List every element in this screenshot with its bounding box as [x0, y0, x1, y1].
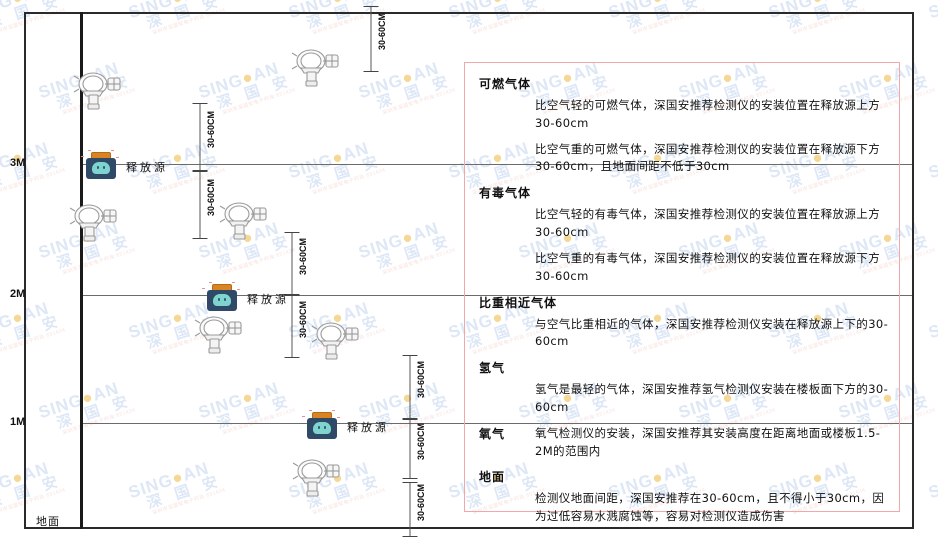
axis-label-3m: 3M	[10, 157, 26, 169]
ground-label: 地面	[36, 515, 60, 528]
dimension-label: 30-60CM	[206, 179, 216, 217]
axis-label-2m: 2M	[10, 288, 26, 300]
level-line-3m	[80, 164, 912, 165]
dimension-label: 30-60CM	[377, 13, 387, 51]
gas-detector-icon	[68, 200, 120, 249]
panel-paragraph: 检测仪地面间距，深国安推荐在30-60cm，且不得小于30cm，因为过低容易水溅…	[535, 491, 885, 524]
panel-section-title: 有毒气体	[479, 186, 532, 201]
gas-detector-icon	[218, 198, 270, 247]
dimension-label: 30-60CM	[416, 361, 426, 399]
panel-section: 地面检测仪地面间距，深国安推荐在30-60cm，且不得小于30cm，因为过低容易…	[479, 468, 889, 526]
release-source-icon	[81, 150, 119, 179]
gas-detector-icon	[290, 45, 342, 94]
panel-paragraph: 与空气比重相近的气体，深国安推荐检测仪安装在释放源上下的30-60cm	[535, 316, 889, 349]
panel-section: 有毒气体 比空气轻的有毒气体，深国安推荐检测仪的安装位置在释放源上方30-60cm…	[479, 184, 889, 285]
gas-detector-icon	[72, 68, 124, 117]
info-panel: 可燃气体 比空气轻的可燃气体，深国安推荐检测仪的安装位置在释放源上方30-60cm…	[464, 62, 900, 523]
gas-detector-icon	[193, 312, 245, 361]
gas-detector-icon	[310, 318, 362, 367]
vertical-axis	[80, 12, 83, 529]
gas-detector-icon	[291, 455, 343, 504]
info-panel-content: 可燃气体 比空气轻的可燃气体，深国安推荐检测仪的安装位置在释放源上方30-60cm…	[465, 63, 899, 523]
dimension-marker	[284, 295, 300, 358]
panel-paragraph: 比空气重的有毒气体，深国安推荐检测仪的安装位置在释放源下方30-60cm	[535, 250, 881, 283]
axis-label-1m: 1M	[10, 416, 26, 428]
diagram-frame	[24, 12, 914, 529]
level-line-2m	[80, 295, 912, 296]
dimension-marker	[192, 171, 208, 239]
panel-paragraph: 比空气重的可燃气体，深国安推荐检测仪的安装位置在释放源下方30-60cm，且地面…	[535, 141, 881, 174]
level-line-1m	[80, 423, 912, 424]
panel-section-title: 氢气	[479, 361, 506, 376]
panel-section-title: 可燃气体	[479, 77, 532, 91]
panel-section: 氧气 氧气检测仪的安装，深国安推荐其安装高度在距离地面或楼板1.5-2M的范围内	[479, 425, 889, 469]
dimension-marker	[402, 419, 418, 479]
panel-section: 比重相近气体与空气比重相近的气体，深国安推荐检测仪安装在释放源上下的30-60c…	[479, 294, 889, 352]
release-source-label: 释放源	[126, 161, 168, 174]
dimension-marker	[402, 482, 418, 537]
release-source-label: 释放源	[347, 421, 389, 434]
release-source-label: 释放源	[247, 293, 289, 306]
dimension-marker	[402, 355, 418, 419]
panel-section: 可燃气体 比空气轻的可燃气体，深国安推荐检测仪的安装位置在释放源上方30-60cm…	[479, 75, 889, 176]
panel-paragraph: 氧气检测仪的安装，深国安推荐其安装高度在距离地面或楼板1.5-2M的范围内	[535, 425, 881, 458]
dimension-label: 30-60CM	[416, 483, 426, 521]
dimension-marker	[284, 232, 300, 295]
panel-section: 氢气氢气是最轻的气体，深国安推荐氢气检测仪安装在楼板面下方的30-60cm	[479, 359, 889, 417]
panel-paragraph: 氢气是最轻的气体，深国安推荐氢气检测仪安装在楼板面下方的30-60cm	[535, 382, 889, 414]
panel-section-title: 地面	[479, 470, 506, 485]
release-source-icon	[202, 282, 240, 311]
dimension-marker	[192, 103, 208, 171]
dimension-marker	[363, 6, 379, 72]
dimension-label: 30-60CM	[416, 423, 426, 461]
panel-paragraph: 比空气轻的可燃气体，深国安推荐检测仪的安装位置在释放源上方30-60cm	[535, 98, 881, 130]
panel-section-title: 比重相近气体	[479, 295, 558, 310]
dimension-label: 30-60CM	[206, 111, 216, 149]
dimension-label: 30-60CM	[298, 300, 308, 338]
release-source-icon	[302, 410, 340, 439]
dimension-label: 30-60CM	[298, 237, 308, 275]
panel-paragraph: 比空气轻的有毒气体，深国安推荐检测仪的安装位置在释放源上方30-60cm	[535, 207, 881, 240]
panel-section-title: 氧气	[479, 426, 506, 441]
